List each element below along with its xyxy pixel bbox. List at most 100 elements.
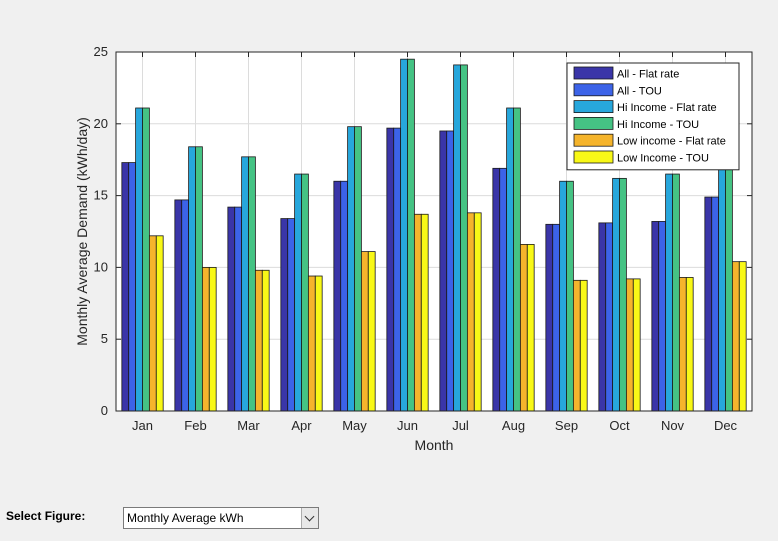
bar-hi-income-flat-rate-mar — [241, 156, 249, 412]
bar-low-income-flat-rate-apr — [307, 275, 316, 412]
x-tick-label-mar: Mar — [237, 418, 260, 433]
bar-hi-income-tou-jan — [142, 107, 150, 412]
bar-all-flat-rate-oct — [598, 222, 607, 412]
bar-low-income-tou-aug — [526, 244, 535, 412]
bar-low-income-flat-rate-jul — [466, 212, 475, 412]
bar-all-tou-aug — [499, 167, 508, 412]
bar-hi-income-tou-may — [354, 126, 362, 412]
bar-hi-income-tou-nov — [672, 173, 680, 412]
bar-low-income-tou-oct — [632, 278, 641, 412]
x-tick-label-jan: Jan — [132, 418, 153, 433]
bar-all-flat-rate-sep — [545, 223, 554, 412]
bar-low-income-flat-rate-oct — [625, 278, 634, 412]
bar-all-tou-oct — [605, 222, 614, 412]
y-tick-label: 20 — [94, 116, 108, 131]
bar-all-flat-rate-mar — [227, 206, 236, 412]
legend-label-low-income-tou: Low Income - TOU — [617, 153, 709, 165]
legend-swatch-hi-income-flat-rate — [573, 100, 614, 113]
bar-all-flat-rate-jul — [439, 130, 448, 412]
bar-hi-income-tou-apr — [301, 173, 309, 412]
legend-swatch-all-tou — [573, 83, 614, 97]
y-tick-label: 5 — [101, 331, 108, 346]
legend-label-low-income-flat-rate: Low income - Flat rate — [617, 136, 726, 148]
bar-low-income-flat-rate-dec — [731, 261, 740, 412]
bar-all-tou-jun — [393, 127, 402, 412]
bar-hi-income-tou-mar — [248, 156, 256, 412]
dropdown-arrow-button[interactable] — [301, 508, 318, 528]
figure-select-value: Monthly Average kWh — [127, 511, 244, 525]
x-tick-label-dec: Dec — [714, 418, 738, 433]
bar-low-income-tou-sep — [579, 279, 588, 412]
bar-all-tou-nov — [658, 221, 667, 412]
y-tick-label: 15 — [94, 188, 108, 203]
bar-hi-income-flat-rate-sep — [559, 180, 567, 412]
x-tick-label-aug: Aug — [502, 418, 525, 433]
bar-low-income-flat-rate-jun — [413, 213, 422, 412]
bar-hi-income-flat-rate-oct — [612, 177, 620, 412]
axes-box — [115, 51, 753, 412]
bar-all-flat-rate-nov — [651, 221, 660, 412]
legend-label-hi-income-flat-rate: Hi Income - Flat rate — [617, 102, 717, 114]
bar-low-income-tou-may — [367, 251, 376, 412]
bar-all-flat-rate-dec — [704, 196, 713, 412]
bar-hi-income-flat-rate-feb — [188, 146, 196, 412]
bar-all-tou-apr — [287, 218, 296, 412]
bar-low-income-tou-nov — [685, 277, 694, 412]
x-tick-label-oct: Oct — [609, 418, 630, 433]
bar-low-income-flat-rate-aug — [519, 244, 528, 412]
figure-select-dropdown[interactable]: Monthly Average kWh — [123, 507, 319, 529]
bar-all-tou-feb — [181, 199, 190, 412]
x-tick-label-feb: Feb — [184, 418, 206, 433]
bar-low-income-tou-jul — [473, 212, 482, 412]
bar-low-income-tou-jun — [420, 213, 429, 412]
bar-low-income-tou-feb — [208, 266, 217, 412]
bar-low-income-flat-rate-feb — [201, 266, 210, 412]
bar-low-income-flat-rate-nov — [678, 277, 687, 412]
bar-low-income-flat-rate-jan — [148, 235, 157, 412]
bar-hi-income-flat-rate-jan — [135, 107, 143, 412]
legend-swatch-low-income-flat-rate — [573, 133, 614, 147]
bar-low-income-tou-jan — [155, 235, 164, 412]
bar-low-income-tou-apr — [314, 275, 323, 412]
legend-swatch-all-flat-rate — [573, 66, 614, 80]
x-tick-label-nov: Nov — [661, 418, 685, 433]
bar-all-flat-rate-apr — [280, 218, 289, 412]
bar-hi-income-tou-oct — [619, 177, 627, 412]
y-tick-label: 25 — [94, 44, 108, 59]
bar-hi-income-tou-feb — [195, 146, 203, 412]
bar-hi-income-flat-rate-may — [347, 126, 355, 412]
bar-hi-income-flat-rate-jun — [400, 58, 408, 412]
x-axis-label: Month — [415, 437, 454, 453]
bar-hi-income-flat-rate-dec — [718, 146, 726, 412]
x-tick-label-jun: Jun — [397, 418, 418, 433]
x-tick-label-apr: Apr — [291, 418, 312, 433]
x-tick-label-jul: Jul — [452, 418, 469, 433]
bar-hi-income-tou-sep — [566, 180, 574, 412]
legend-swatch-low-income-tou — [573, 150, 614, 164]
bar-all-flat-rate-may — [333, 180, 342, 412]
bar-low-income-flat-rate-may — [360, 251, 369, 412]
select-figure-label: Select Figure: — [6, 509, 86, 523]
y-axis-label: Monthly Average Demand (kWh/day) — [74, 117, 90, 346]
y-tick-label: 0 — [101, 403, 108, 418]
bar-all-tou-jul — [446, 130, 455, 412]
bar-all-tou-dec — [711, 196, 720, 412]
bar-low-income-flat-rate-mar — [254, 269, 263, 412]
bar-all-flat-rate-jan — [121, 162, 130, 412]
bar-all-tou-sep — [552, 223, 561, 412]
bar-all-tou-may — [340, 180, 349, 412]
x-tick-label-may: May — [342, 418, 367, 433]
bar-hi-income-tou-dec — [725, 146, 733, 412]
bar-low-income-tou-dec — [738, 261, 747, 412]
chevron-down-icon — [304, 511, 315, 522]
bar-all-flat-rate-jun — [386, 127, 395, 412]
bar-all-flat-rate-feb — [174, 199, 183, 412]
x-tick-label-sep: Sep — [555, 418, 578, 433]
bar-low-income-tou-mar — [261, 269, 270, 412]
bar-chart: 0 5 10 15 20 25 Jan Feb Mar Apr May Jun Jul Aug Sep Oct… — [74, 44, 753, 453]
bar-hi-income-flat-rate-apr — [294, 173, 302, 412]
bar-hi-income-flat-rate-nov — [665, 173, 673, 412]
legend-swatch-hi-income-tou — [573, 117, 614, 130]
bar-all-flat-rate-aug — [492, 167, 501, 412]
y-tick-label: 10 — [94, 259, 108, 274]
